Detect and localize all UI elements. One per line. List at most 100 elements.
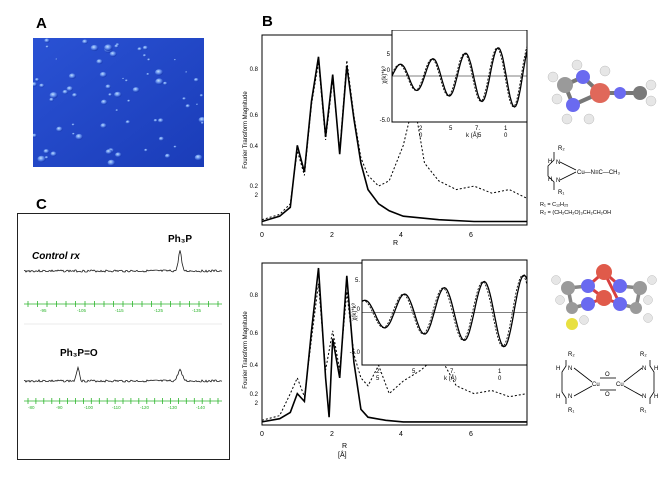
carbon-atom xyxy=(633,86,647,100)
svg-text:-95: -95 xyxy=(40,308,47,313)
afm-particle xyxy=(173,145,177,148)
afm-particle xyxy=(122,77,125,80)
inset-ytick: 5. xyxy=(355,278,360,284)
series-line-dotted xyxy=(261,283,528,421)
inset-xtick: 2. xyxy=(376,369,381,375)
y-tick-labels: 0.8 0.6 0.4 0.2 2 xyxy=(250,293,259,407)
afm-particle xyxy=(164,153,171,159)
svg-text:R₂: R₂ xyxy=(558,146,565,152)
spectrum2-trace xyxy=(23,365,223,383)
afm-particle xyxy=(56,126,63,132)
inset-bottom: χ(k)*k³ 5. 0 -5.0 2. 5 7. 1 5 0 k (Å) xyxy=(350,259,528,382)
svg-text:R₁ = C₁₂H₂₅: R₁ = C₁₂H₂₅ xyxy=(540,202,568,208)
afm-particle xyxy=(173,58,177,61)
svg-text:6: 6 xyxy=(469,431,473,438)
panel-c-nmr: Control rx Ph₃P -95 -105 -115 -125 -135 … xyxy=(17,213,230,460)
afm-particle xyxy=(158,136,164,141)
afm-particle xyxy=(114,44,119,48)
svg-text:N: N xyxy=(556,160,560,166)
spectrum2-tick-labels: -80 -90 -100 -110 -120 -130 -140 xyxy=(28,405,206,410)
svg-text:R₁: R₁ xyxy=(568,408,574,414)
inset-xtick: 0 xyxy=(498,376,502,382)
afm-particle xyxy=(45,45,49,49)
afm-particle xyxy=(82,39,88,45)
afm-particle xyxy=(158,118,164,123)
inset-ytick: 5 xyxy=(387,52,391,58)
afm-particle xyxy=(115,109,119,112)
svg-text:-135: -135 xyxy=(192,308,202,313)
afm-particle xyxy=(144,148,148,152)
x-tick-labels: 0 2 4 6 xyxy=(260,232,473,239)
x-axis-unit: [Å] xyxy=(338,450,347,459)
structure-bottom: R₂ R₂ H N H N H N H N Cu Cu O O R₁ R₁ xyxy=(556,352,658,414)
afm-particle xyxy=(182,97,186,101)
nmr-spectra: Control rx Ph₃P -95 -105 -115 -125 -135 … xyxy=(23,234,223,410)
svg-text:0.6: 0.6 xyxy=(250,113,259,119)
inset-y-label: χ(k)*k³ xyxy=(352,303,358,320)
afm-particle xyxy=(72,132,75,135)
inset-xtick: 1 xyxy=(504,126,508,132)
svg-text:N: N xyxy=(642,394,646,400)
y-axis-label: Fourier Transform Magnitude xyxy=(243,311,249,389)
inset-top: χ(k)*k³ 5 0 -5.0 2 5 7. 1 0 5 0 k (Å) xyxy=(380,30,528,139)
afm-particle xyxy=(99,71,107,78)
afm-particle xyxy=(127,99,131,103)
svg-text:-140: -140 xyxy=(196,405,206,410)
svg-text:4: 4 xyxy=(399,431,403,438)
inset-xtick: 7. xyxy=(475,126,480,132)
afm-particle xyxy=(109,51,117,57)
afm-particle xyxy=(185,104,191,108)
afm-particle xyxy=(193,78,199,82)
afm-particle xyxy=(196,103,199,106)
afm-particle xyxy=(155,78,164,85)
afm-particle xyxy=(55,58,58,60)
structure-top: R₂ N H N H Cu—N≡C—CH₃ R₁ R₁ = C₁₂H₂₅ R₂ … xyxy=(540,146,621,216)
svg-text:N: N xyxy=(642,366,646,372)
afm-particle xyxy=(114,91,122,98)
svg-text:2: 2 xyxy=(330,431,334,438)
afm-particle xyxy=(39,83,45,88)
inset-xtick: 5 xyxy=(449,126,453,132)
afm-particle xyxy=(44,156,49,159)
afm-particle xyxy=(100,123,107,129)
molecule-model-top xyxy=(547,59,657,125)
panel-label-b: B xyxy=(262,13,273,30)
afm-particle xyxy=(125,79,128,82)
afm-particle xyxy=(72,93,78,98)
afm-particle xyxy=(75,133,83,140)
molecule-model-bottom xyxy=(551,264,657,330)
nitrogen-atom xyxy=(576,70,590,84)
afm-particle xyxy=(66,86,73,92)
svg-text:N: N xyxy=(556,178,560,184)
svg-text:H: H xyxy=(556,366,560,372)
inset-lines xyxy=(361,274,528,348)
panel-b-top-plot: Fourier Transform Magnitude 0.8 0.6 0.4 … xyxy=(243,30,528,245)
svg-text:6: 6 xyxy=(469,232,473,239)
inset-line-dotted xyxy=(361,275,528,347)
svg-text:0.4: 0.4 xyxy=(250,363,259,369)
afm-particle xyxy=(37,155,46,163)
y-axis-label: Fourier Transform Magnitude xyxy=(243,91,249,169)
panel-label-c: C xyxy=(36,196,47,213)
svg-text:-90: -90 xyxy=(56,405,63,410)
y-tick-labels: 0.8 0.6 0.4 0.2 2 xyxy=(250,67,259,199)
series-line-dotted xyxy=(261,60,528,221)
x-axis-label: R xyxy=(393,240,398,245)
inset-xtick: 5 xyxy=(376,376,380,382)
svg-text:-125: -125 xyxy=(154,308,164,313)
svg-text:-130: -130 xyxy=(168,405,178,410)
afm-particle xyxy=(115,152,122,158)
inset-line-solid xyxy=(391,47,528,108)
inset-lines xyxy=(391,46,528,108)
afm-particle xyxy=(50,151,57,157)
afm-particles xyxy=(33,38,204,166)
inset-line-solid xyxy=(361,274,528,348)
inset-xtick: 0 xyxy=(504,133,508,139)
inset-xtick: 5 xyxy=(412,369,416,375)
afm-particle xyxy=(163,81,168,86)
svg-text:4: 4 xyxy=(399,232,403,239)
inset-ytick: -5.0 xyxy=(380,118,391,124)
svg-text:N: N xyxy=(568,366,572,372)
svg-text:0: 0 xyxy=(260,431,264,438)
x-axis-label: R xyxy=(342,443,347,450)
